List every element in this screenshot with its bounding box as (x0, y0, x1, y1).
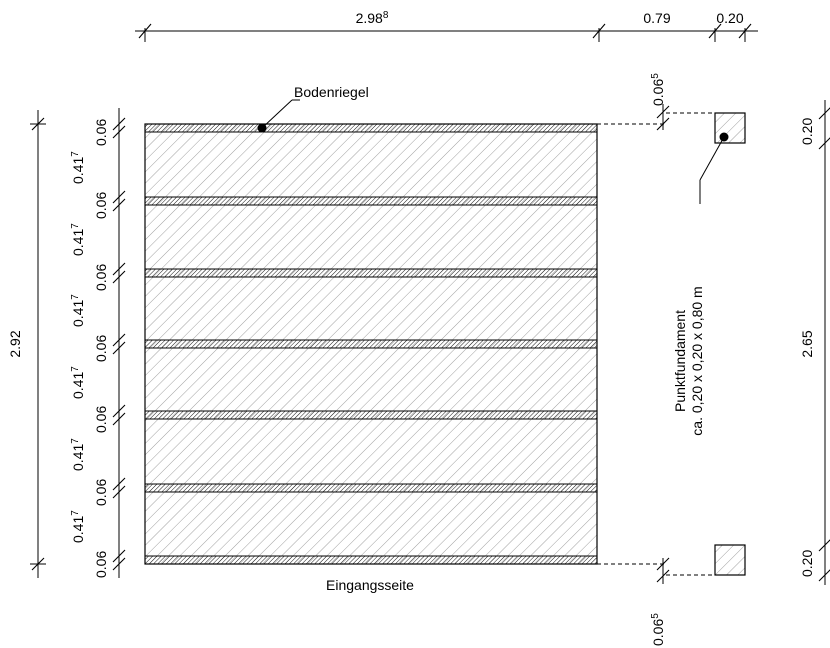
beam-1 (144, 123, 598, 133)
panel-dim-6: 0.417 (70, 510, 86, 543)
beam-dim-7: 0.06 (93, 551, 109, 578)
panel-dim-4: 0.417 (70, 366, 86, 399)
beam-dim-5: 0.06 (93, 406, 109, 433)
top-dim-post: 0.20 (716, 10, 743, 26)
beam-2 (144, 196, 598, 206)
right-dimension: 0.20 2.65 0.20 (799, 100, 830, 585)
beam-dim-6: 0.06 (93, 479, 109, 506)
left-total-dimension: 2.92 (7, 110, 46, 578)
floor-slab (144, 123, 598, 565)
panel-dim-2: 0.417 (70, 223, 86, 256)
beam-6 (144, 483, 598, 493)
bodenriegel-callout: Bodenriegel (257, 84, 369, 133)
left-total-label: 2.92 (7, 330, 23, 357)
beam-4 (144, 339, 598, 349)
panel-dim-5: 0.417 (70, 438, 86, 471)
beam-dim-4: 0.06 (93, 335, 109, 362)
foundation-posts (699, 112, 746, 576)
beam-3 (144, 268, 598, 278)
foundation-title: Punktfundament (672, 310, 688, 412)
left-detail-dimension: 0.06 0.06 0.06 0.06 0.06 0.06 0.06 0.417… (70, 108, 126, 578)
top-dim-main: 2.988 (356, 10, 389, 26)
foundation-size: ca. 0,20 x 0,20 x 0,80 m (689, 286, 705, 435)
beam-dim-3: 0.06 (93, 264, 109, 291)
beam-7 (144, 555, 598, 565)
offset-top: 0.065 (650, 73, 666, 106)
top-dimension: 2.988 0.79 0.20 (135, 10, 758, 42)
offset-bottom: 0.065 (650, 613, 666, 646)
panel-dim-3: 0.417 (70, 294, 86, 327)
post-bottom (714, 544, 746, 576)
entrance-label: Eingangsseite (326, 577, 414, 593)
post-top (714, 112, 746, 144)
bodenriegel-label: Bodenriegel (294, 84, 369, 100)
panel-dim-1: 0.417 (70, 151, 86, 184)
right-dim-post-top: 0.20 (799, 118, 815, 145)
right-dim-span: 2.65 (799, 330, 815, 357)
top-dim-gap: 0.79 (643, 10, 670, 26)
beam-dim-2: 0.06 (93, 192, 109, 219)
foundation-callout: Punktfundament ca. 0,20 x 0,20 x 0,80 m (672, 286, 705, 435)
beam-5 (144, 410, 598, 420)
right-dim-post-bottom: 0.20 (799, 550, 815, 577)
offset-dimensions: 0.065 0.065 (650, 73, 670, 646)
beam-dim-1: 0.06 (93, 119, 109, 146)
